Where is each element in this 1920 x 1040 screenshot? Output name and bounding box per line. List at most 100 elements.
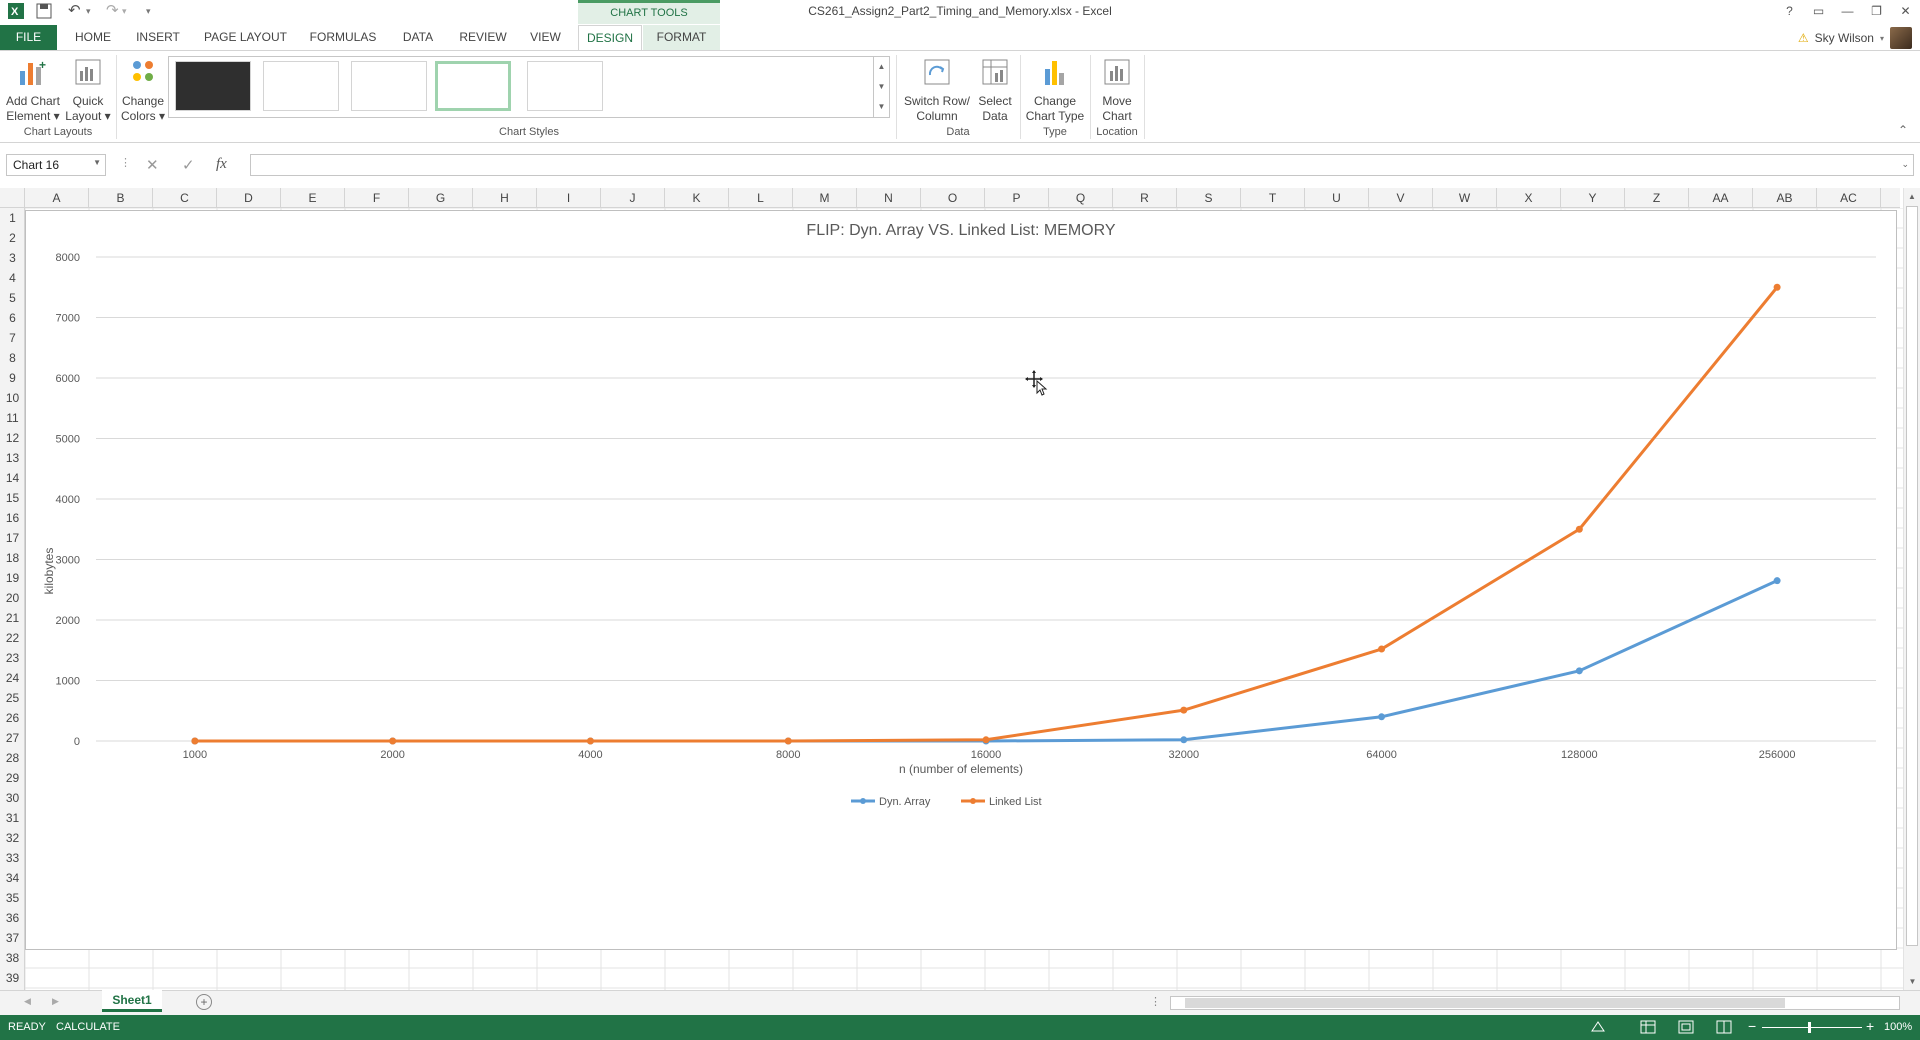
column-header[interactable]: M <box>793 188 857 208</box>
y-axis-title[interactable]: kilobytes <box>42 548 56 595</box>
close-icon[interactable]: ✕ <box>1900 4 1911 18</box>
data-point[interactable] <box>191 737 199 745</box>
series-line-0[interactable] <box>194 579 1778 743</box>
row-header[interactable]: 3 <box>9 251 16 265</box>
page-layout-view-icon[interactable] <box>1678 1019 1694 1038</box>
data-point[interactable] <box>1378 713 1386 721</box>
excel-logo-icon[interactable]: X <box>8 3 24 19</box>
row-header[interactable]: 22 <box>5 631 20 645</box>
column-header[interactable]: D <box>217 188 281 208</box>
row-header[interactable]: 30 <box>5 791 20 805</box>
minimize-icon[interactable]: — <box>1841 4 1854 18</box>
row-header[interactable]: 33 <box>5 851 20 865</box>
scroll-up-icon[interactable]: ▲ <box>1908 192 1916 201</box>
undo-dropdown-icon[interactable]: ▾ <box>86 6 91 16</box>
expand-formula-bar-icon[interactable]: ⌄ <box>1901 159 1909 169</box>
tab-file[interactable]: FILE <box>0 25 57 50</box>
data-point[interactable] <box>1378 645 1386 653</box>
row-header[interactable]: 23 <box>5 651 20 665</box>
column-header[interactable]: AA <box>1689 188 1753 208</box>
tab-review[interactable]: REVIEW <box>459 30 507 44</box>
zoom-level[interactable]: 100% <box>1884 1021 1913 1033</box>
column-header[interactable]: Q <box>1049 188 1113 208</box>
vertical-scroll-thumb[interactable] <box>1906 206 1918 946</box>
data-point[interactable] <box>1180 706 1188 714</box>
row-header[interactable]: 35 <box>5 891 20 905</box>
tab-format[interactable]: FORMAT <box>643 25 720 50</box>
legend-entry[interactable]: Linked List <box>989 796 1042 808</box>
row-header[interactable]: 5 <box>9 291 16 305</box>
row-header[interactable]: 34 <box>5 871 20 885</box>
name-box-dropdown-icon[interactable]: ▼ <box>93 158 101 167</box>
select-data-button[interactable]: Select Data <box>974 53 1016 124</box>
select-all-corner[interactable] <box>0 188 25 208</box>
user-name[interactable]: Sky Wilson <box>1814 31 1874 45</box>
tab-design[interactable]: DESIGN <box>578 25 642 50</box>
row-header[interactable]: 7 <box>9 331 16 345</box>
column-header[interactable]: B <box>89 188 153 208</box>
column-header[interactable]: AC <box>1817 188 1881 208</box>
row-header[interactable]: 39 <box>5 971 20 985</box>
row-header[interactable]: 1 <box>9 211 16 225</box>
column-header[interactable]: Y <box>1561 188 1625 208</box>
change-colors-button[interactable]: Change Colors ▾ <box>118 53 168 124</box>
add-chart-element-button[interactable]: + Add Chart Element ▾ <box>2 53 64 124</box>
row-header[interactable]: 11 <box>6 411 19 425</box>
column-header[interactable]: AB <box>1753 188 1817 208</box>
row-header[interactable]: 36 <box>5 911 20 925</box>
ribbon-display-icon[interactable]: ▭ <box>1812 4 1825 18</box>
column-header[interactable]: K <box>665 188 729 208</box>
row-header[interactable]: 13 <box>5 451 20 465</box>
data-point[interactable] <box>982 736 990 744</box>
scroll-sheets-right-icon[interactable]: ▶ <box>52 996 59 1006</box>
column-header[interactable]: S <box>1177 188 1241 208</box>
row-header[interactable]: 6 <box>9 311 16 325</box>
quick-layout-button[interactable]: Quick Layout ▾ <box>64 53 112 124</box>
avatar[interactable] <box>1890 27 1912 49</box>
gallery-scroll[interactable]: ▲ ▼ ▼ <box>873 57 889 117</box>
row-header[interactable]: 24 <box>5 671 20 685</box>
column-header[interactable]: V <box>1369 188 1433 208</box>
column-header[interactable]: R <box>1113 188 1177 208</box>
tab-formulas[interactable]: FORMULAS <box>309 30 377 44</box>
data-point[interactable] <box>1180 736 1188 744</box>
x-axis-title[interactable]: n (number of elements) <box>899 762 1023 776</box>
save-icon[interactable] <box>36 3 52 19</box>
tab-insert[interactable]: INSERT <box>136 30 180 44</box>
new-sheet-button[interactable]: + <box>196 994 212 1010</box>
sheet-tab-sheet1[interactable]: Sheet1 <box>102 990 162 1012</box>
horizontal-scroll-thumb[interactable] <box>1185 998 1785 1008</box>
column-header[interactable]: L <box>729 188 793 208</box>
column-header[interactable]: I <box>537 188 601 208</box>
row-header[interactable]: 32 <box>5 831 20 845</box>
chart-style-thumb-3[interactable] <box>351 61 427 111</box>
data-point[interactable] <box>586 737 594 745</box>
formula-input[interactable]: ⌄ <box>250 154 1914 176</box>
row-header[interactable]: 28 <box>5 751 20 765</box>
help-icon[interactable]: ? <box>1786 4 1793 18</box>
data-point[interactable] <box>1575 525 1583 533</box>
row-header[interactable]: 16 <box>5 511 20 525</box>
row-header[interactable]: 10 <box>5 391 20 405</box>
horizontal-scrollbar[interactable] <box>1170 996 1900 1010</box>
row-header[interactable]: 29 <box>5 771 20 785</box>
row-header[interactable]: 17 <box>5 531 20 545</box>
redo-icon[interactable]: ↷ <box>106 2 119 19</box>
tab-home[interactable]: HOME <box>75 30 111 44</box>
page-break-view-icon[interactable] <box>1716 1019 1732 1038</box>
row-header[interactable]: 14 <box>5 471 20 485</box>
enter-icon[interactable]: ✓ <box>182 157 195 174</box>
customize-qat-icon[interactable]: ▾ <box>146 6 151 16</box>
row-header[interactable]: 15 <box>5 491 20 505</box>
data-point[interactable] <box>1575 667 1583 675</box>
gallery-more-icon[interactable]: ▼ <box>877 102 886 111</box>
chart-style-thumb-1[interactable] <box>175 61 251 111</box>
chart-style-thumb-4[interactable] <box>435 61 511 111</box>
line-chart[interactable]: FLIP: Dyn. Array VS. Linked List: MEMORY… <box>26 211 1896 949</box>
data-point[interactable] <box>1773 283 1781 291</box>
formula-bar-resize-icon[interactable]: ⋮ <box>120 157 131 169</box>
insert-function-icon[interactable]: fx <box>216 156 227 172</box>
status-calculate[interactable]: CALCULATE <box>56 1021 120 1033</box>
chart-style-thumb-2[interactable] <box>263 61 339 111</box>
zoom-out-button[interactable]: − <box>1748 1018 1757 1034</box>
